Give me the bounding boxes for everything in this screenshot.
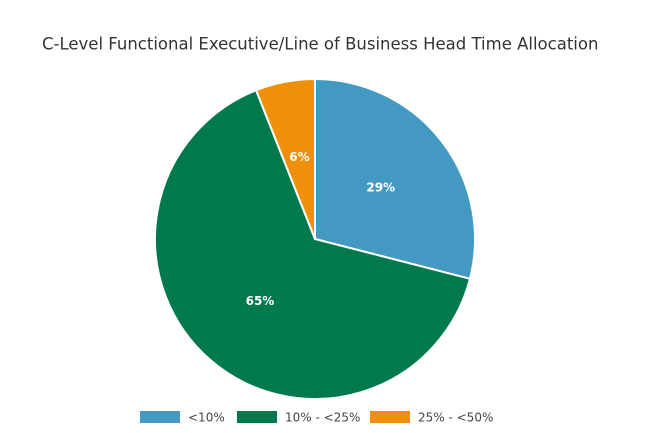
legend-label: 10% - <25% bbox=[285, 411, 360, 425]
pie-slice bbox=[154, 88, 472, 400]
pie-slice bbox=[314, 77, 476, 281]
data-label: 65% bbox=[246, 294, 275, 308]
data-label: 29% bbox=[366, 181, 395, 195]
legend-swatch bbox=[140, 411, 180, 423]
chart-title: C-Level Functional Executive/Line of Bus… bbox=[42, 35, 598, 54]
legend-swatch bbox=[370, 411, 410, 423]
data-label: 6% bbox=[289, 150, 309, 164]
legend-label: 25% - <50% bbox=[418, 411, 493, 425]
pie-slice bbox=[254, 77, 316, 240]
legend-label: <10% bbox=[188, 411, 225, 425]
legend-swatch bbox=[237, 411, 277, 423]
